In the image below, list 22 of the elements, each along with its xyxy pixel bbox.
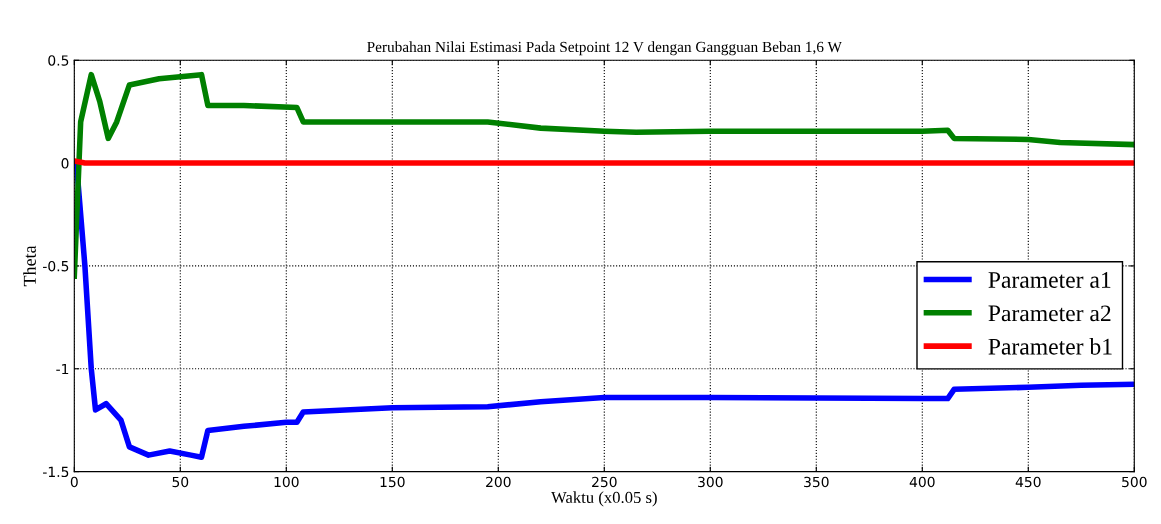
chart-title: Perubahan Nilai Estimasi Pada Setpoint 12 V dengan Gangguan Beban 1,6 W: [367, 41, 842, 56]
y-tick-label: -1: [56, 363, 69, 375]
legend-label: Parameter a2: [988, 305, 1111, 322]
x-axis-title: Waktu (x0.05 s): [551, 491, 657, 507]
x-tick-label: 250: [592, 476, 617, 488]
x-tick-label: 450: [1015, 476, 1041, 488]
x-tick-label: 400: [909, 476, 935, 488]
x-tick-label: 150: [380, 476, 405, 488]
legend-label: Parameter b1: [988, 338, 1112, 355]
x-tick-label: 350: [804, 476, 829, 488]
x-tick-label: 500: [1122, 476, 1147, 488]
x-tick-label: 200: [486, 476, 511, 488]
legend-label: Parameter a1: [988, 272, 1111, 288]
y-tick-label: -1.5: [43, 466, 69, 478]
x-tick-label: 50: [172, 476, 189, 488]
y-tick-label: 0.5: [48, 55, 69, 66]
x-tick-label: 100: [274, 476, 299, 488]
y-tick-label: 0: [61, 158, 69, 169]
x-tick-label: 300: [698, 476, 723, 488]
y-axis-title: Theta: [23, 245, 36, 287]
x-tick-label: 0: [70, 476, 78, 488]
y-tick-label: -0.5: [43, 260, 69, 272]
